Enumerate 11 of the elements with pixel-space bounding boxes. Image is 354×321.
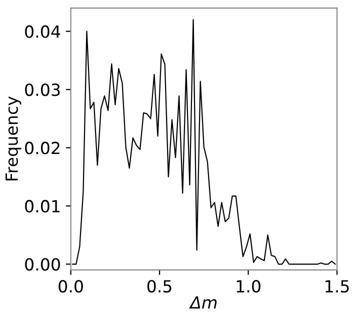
y-tick-label: 0.03 — [25, 83, 60, 96]
x-tick-label: 1.0 — [236, 280, 260, 293]
x-tick-label: 1.5 — [326, 280, 349, 293]
x-axis-title: Δm — [189, 296, 217, 308]
y-tick-label: 0.01 — [25, 200, 60, 212]
y-axis-title: Frequency — [6, 96, 22, 180]
x-tick-label: 0.0 — [58, 280, 83, 293]
y-tick-label: 0.02 — [25, 142, 60, 154]
y-tick-label: 0.00 — [25, 258, 60, 271]
x-tick-label: 0.5 — [147, 280, 172, 293]
y-tick-label: 0.04 — [25, 25, 60, 38]
